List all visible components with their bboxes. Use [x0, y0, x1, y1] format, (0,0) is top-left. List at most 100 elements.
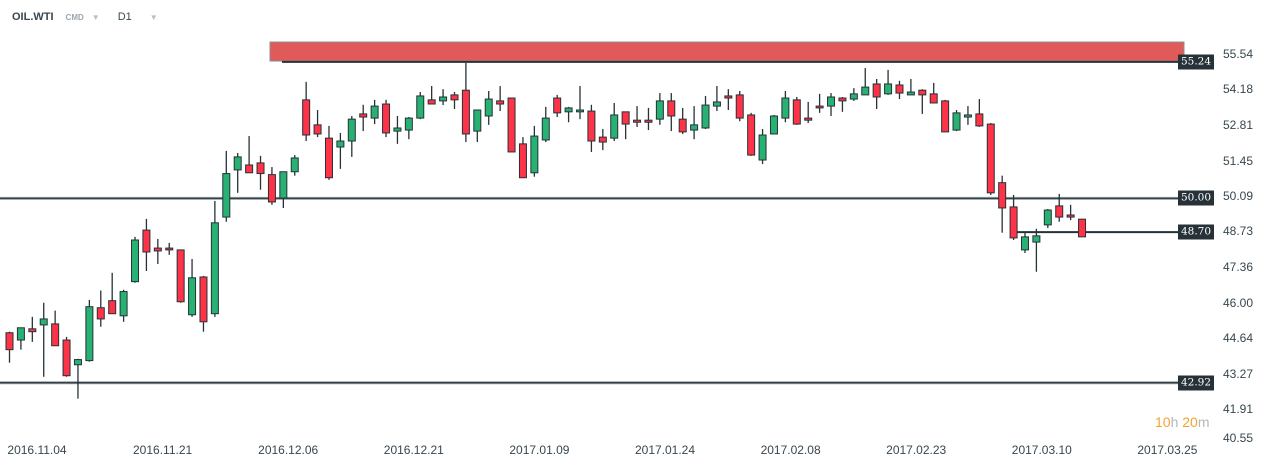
y-tick-label: 47.36	[1223, 260, 1254, 275]
candle-countdown: 10h 20m	[1155, 414, 1210, 430]
candle-down	[313, 124, 322, 135]
candle-up	[473, 109, 482, 132]
candle-up	[530, 135, 539, 174]
candle-down	[1078, 218, 1087, 238]
candle-up	[884, 83, 893, 95]
candle-down	[621, 111, 630, 125]
candle-down	[587, 110, 596, 142]
candle-down	[461, 89, 470, 135]
candle-up	[439, 96, 448, 102]
candle-up	[222, 173, 231, 218]
candle-down	[1066, 214, 1075, 218]
candle-down	[929, 93, 938, 104]
candle-down	[28, 328, 37, 333]
y-tick-label: 55.54	[1223, 47, 1254, 61]
category-label: CMD	[65, 12, 84, 22]
candle-down	[918, 89, 927, 96]
candle-up	[1020, 236, 1029, 251]
candle-up	[849, 93, 858, 100]
candle-down	[142, 229, 151, 253]
candle-down	[153, 247, 162, 252]
candle-down	[644, 119, 653, 123]
candle-down	[62, 339, 71, 377]
y-tick-label: 40.55	[1223, 431, 1254, 445]
candle-up	[712, 101, 721, 107]
timeframe-selector[interactable]: D1	[117, 11, 132, 23]
candle-up	[73, 359, 82, 366]
timeframe-dropdown-caret-icon[interactable]: ▼	[149, 12, 158, 22]
resistance-zone	[269, 41, 1185, 62]
candle-down	[998, 182, 1007, 209]
candle-up	[769, 115, 778, 135]
candle-down	[507, 97, 516, 153]
countdown-minutes-unit: m	[1197, 414, 1210, 430]
x-tick-label: 2017.01.24	[634, 443, 696, 457]
candle-down	[986, 123, 995, 194]
candle-down	[359, 113, 368, 118]
x-tick-label: 2017.02.23	[886, 443, 947, 457]
candle-down	[1055, 205, 1064, 218]
symbol-label[interactable]: OIL.WTI	[12, 11, 54, 23]
candle-up	[336, 140, 345, 148]
candle-up	[564, 107, 573, 113]
candle-down	[804, 117, 813, 121]
candle-down	[176, 249, 185, 303]
candle-up	[1043, 209, 1052, 226]
candle-up	[210, 222, 219, 315]
candle-down	[518, 143, 527, 179]
candle-down	[724, 95, 733, 99]
candle-up	[952, 112, 961, 131]
candle-up	[690, 124, 699, 131]
candle-down	[1009, 206, 1018, 239]
candle-up	[393, 127, 402, 132]
candle-down	[267, 174, 276, 203]
candle-down	[427, 99, 436, 105]
candle-up	[906, 91, 915, 96]
y-tick-label: 48.73	[1223, 224, 1254, 239]
x-tick-label: 2017.03.25	[1137, 443, 1198, 457]
candle-down	[792, 99, 801, 125]
candle-down	[450, 94, 459, 101]
y-tick-label: 54.18	[1223, 82, 1254, 97]
x-tick-label: 2017.02.08	[760, 443, 821, 457]
symbol-dropdown-caret-icon[interactable]: ▼	[91, 12, 100, 22]
candle-up	[541, 117, 550, 141]
candle-up	[416, 95, 425, 119]
candle-up	[404, 117, 413, 131]
candle-up	[188, 277, 197, 316]
candle-down	[678, 118, 687, 133]
candle-up	[963, 114, 972, 118]
candle-up	[16, 327, 25, 341]
candle-up	[39, 318, 48, 326]
candle-up	[119, 291, 128, 317]
level-price-label: 50.00	[1178, 190, 1214, 206]
y-tick-label: 43.27	[1223, 366, 1254, 381]
candle-up	[827, 96, 836, 107]
candle-up	[290, 157, 299, 173]
candle-up	[233, 156, 242, 171]
candle-up	[370, 105, 379, 119]
candle-down	[256, 162, 265, 175]
x-tick-label: 2016.11.04	[7, 443, 67, 457]
candle-up	[781, 97, 790, 119]
candle-down	[496, 100, 505, 105]
candle-down	[51, 323, 60, 347]
candle-down	[199, 276, 208, 323]
x-tick-label: 2016.11.21	[133, 443, 193, 457]
candle-up	[131, 239, 140, 283]
candle-down	[302, 99, 311, 136]
candle-down	[838, 97, 847, 102]
x-tick-label: 2017.03.10	[1011, 443, 1072, 457]
countdown-hours: 10	[1155, 414, 1171, 430]
y-tick-label: 44.64	[1223, 330, 1254, 345]
candle-up	[701, 104, 710, 129]
candle-down	[5, 332, 14, 351]
candle-down	[895, 84, 904, 94]
candle-down	[598, 136, 607, 143]
candle-down	[747, 114, 756, 156]
candle-down	[941, 100, 950, 133]
candle-down	[382, 103, 391, 134]
candle-up	[279, 171, 288, 199]
candle-down	[553, 97, 562, 114]
